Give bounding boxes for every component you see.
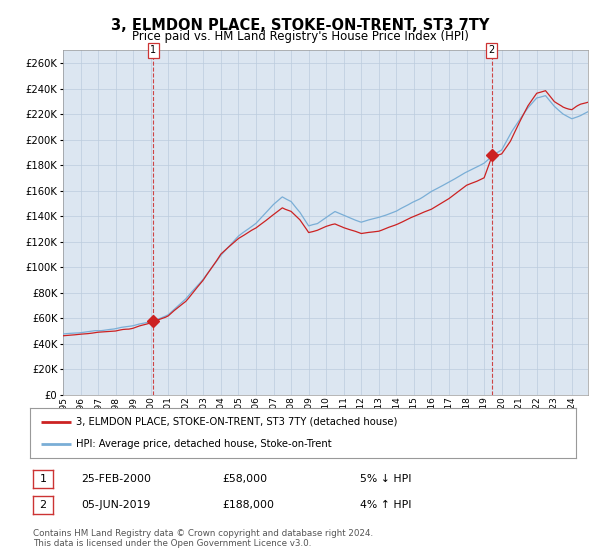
Text: 1: 1 <box>151 45 157 55</box>
Text: 1: 1 <box>40 474 46 484</box>
Text: £188,000: £188,000 <box>222 500 274 510</box>
Text: 2: 2 <box>40 500 46 510</box>
Text: 3, ELMDON PLACE, STOKE-ON-TRENT, ST3 7TY: 3, ELMDON PLACE, STOKE-ON-TRENT, ST3 7TY <box>111 18 489 33</box>
Text: 3, ELMDON PLACE, STOKE-ON-TRENT, ST3 7TY (detached house): 3, ELMDON PLACE, STOKE-ON-TRENT, ST3 7TY… <box>76 417 398 427</box>
Text: 5% ↓ HPI: 5% ↓ HPI <box>360 474 412 484</box>
Text: 05-JUN-2019: 05-JUN-2019 <box>81 500 151 510</box>
Text: £58,000: £58,000 <box>222 474 267 484</box>
Text: HPI: Average price, detached house, Stoke-on-Trent: HPI: Average price, detached house, Stok… <box>76 439 332 449</box>
Text: Price paid vs. HM Land Registry's House Price Index (HPI): Price paid vs. HM Land Registry's House … <box>131 30 469 43</box>
Text: 4% ↑ HPI: 4% ↑ HPI <box>360 500 412 510</box>
Text: 25-FEB-2000: 25-FEB-2000 <box>81 474 151 484</box>
Text: Contains HM Land Registry data © Crown copyright and database right 2024.
This d: Contains HM Land Registry data © Crown c… <box>33 529 373 548</box>
Text: 2: 2 <box>488 45 495 55</box>
